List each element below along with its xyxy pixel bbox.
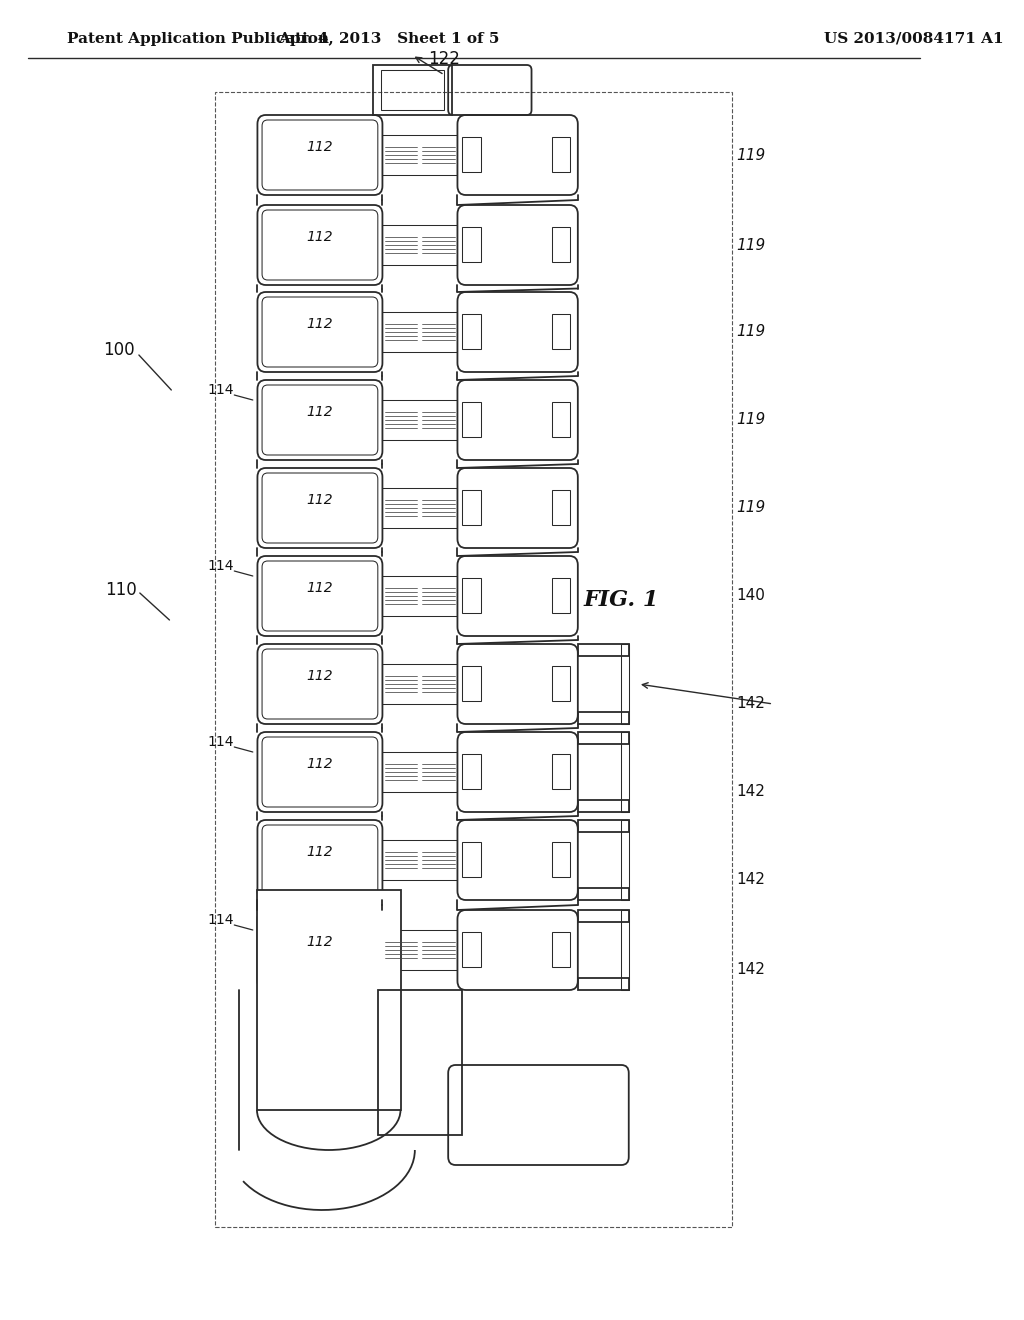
- Bar: [257, 890, 401, 1110]
- Bar: [552, 490, 570, 525]
- Bar: [578, 711, 629, 723]
- Text: 142: 142: [736, 784, 765, 800]
- Bar: [215, 92, 731, 1228]
- Bar: [552, 137, 570, 172]
- Text: 119: 119: [736, 325, 765, 339]
- Text: 114: 114: [208, 735, 234, 748]
- FancyBboxPatch shape: [458, 556, 578, 636]
- Bar: [382, 840, 458, 880]
- Text: 119: 119: [736, 412, 765, 428]
- Bar: [552, 667, 570, 701]
- Text: 114: 114: [208, 558, 234, 573]
- Bar: [552, 842, 570, 876]
- Bar: [552, 227, 570, 261]
- Bar: [382, 312, 458, 352]
- Text: 112: 112: [306, 845, 333, 859]
- Text: 112: 112: [306, 756, 333, 771]
- FancyBboxPatch shape: [458, 820, 578, 900]
- FancyBboxPatch shape: [458, 115, 578, 195]
- FancyBboxPatch shape: [257, 292, 382, 372]
- Bar: [462, 314, 480, 348]
- Bar: [382, 488, 458, 528]
- Bar: [552, 932, 570, 968]
- Bar: [552, 754, 570, 789]
- FancyBboxPatch shape: [458, 292, 578, 372]
- FancyBboxPatch shape: [458, 909, 578, 990]
- Text: 100: 100: [102, 341, 134, 359]
- Bar: [382, 664, 458, 704]
- Bar: [622, 909, 629, 990]
- Bar: [378, 990, 462, 1135]
- FancyBboxPatch shape: [257, 909, 382, 990]
- Text: 142: 142: [736, 962, 765, 978]
- FancyBboxPatch shape: [257, 820, 382, 900]
- Text: 122: 122: [428, 50, 461, 69]
- Bar: [382, 224, 458, 265]
- Text: 112: 112: [306, 405, 333, 418]
- FancyBboxPatch shape: [257, 205, 382, 285]
- Bar: [462, 490, 480, 525]
- FancyBboxPatch shape: [257, 733, 382, 812]
- Bar: [622, 820, 629, 900]
- Text: 142: 142: [736, 697, 765, 711]
- Bar: [578, 888, 629, 900]
- Bar: [382, 135, 458, 176]
- Bar: [552, 403, 570, 437]
- Bar: [462, 667, 480, 701]
- Text: 110: 110: [105, 581, 137, 599]
- Bar: [578, 733, 629, 744]
- Text: 119: 119: [736, 148, 765, 162]
- FancyBboxPatch shape: [257, 115, 382, 195]
- Bar: [578, 909, 629, 921]
- FancyBboxPatch shape: [458, 205, 578, 285]
- Bar: [382, 400, 458, 440]
- Bar: [462, 754, 480, 789]
- Text: US 2013/0084171 A1: US 2013/0084171 A1: [824, 32, 1004, 46]
- Bar: [578, 800, 629, 812]
- Text: 112: 112: [306, 492, 333, 507]
- FancyBboxPatch shape: [257, 644, 382, 723]
- Bar: [552, 578, 570, 612]
- Text: 112: 112: [306, 140, 333, 154]
- FancyBboxPatch shape: [257, 380, 382, 459]
- Text: 114: 114: [208, 383, 234, 397]
- Text: Patent Application Publication: Patent Application Publication: [67, 32, 329, 46]
- FancyBboxPatch shape: [458, 733, 578, 812]
- Text: 112: 112: [306, 230, 333, 244]
- Bar: [622, 644, 629, 723]
- Bar: [578, 820, 629, 832]
- Bar: [552, 314, 570, 348]
- Bar: [462, 578, 480, 612]
- Bar: [622, 733, 629, 812]
- FancyBboxPatch shape: [458, 380, 578, 459]
- Text: 142: 142: [736, 873, 765, 887]
- Text: 140: 140: [736, 589, 765, 603]
- Bar: [462, 137, 480, 172]
- Bar: [462, 227, 480, 261]
- Text: 112: 112: [306, 317, 333, 331]
- FancyBboxPatch shape: [257, 556, 382, 636]
- Text: 119: 119: [736, 238, 765, 252]
- Bar: [382, 576, 458, 616]
- Text: 119: 119: [736, 500, 765, 516]
- FancyBboxPatch shape: [257, 469, 382, 548]
- Bar: [382, 931, 458, 970]
- Text: 112: 112: [306, 935, 333, 949]
- Text: FIG. 1: FIG. 1: [584, 589, 658, 611]
- FancyBboxPatch shape: [458, 469, 578, 548]
- FancyBboxPatch shape: [458, 644, 578, 723]
- Text: 112: 112: [306, 581, 333, 595]
- Bar: [462, 842, 480, 876]
- Bar: [381, 70, 444, 110]
- Bar: [578, 978, 629, 990]
- Text: Apr. 4, 2013   Sheet 1 of 5: Apr. 4, 2013 Sheet 1 of 5: [279, 32, 500, 46]
- Bar: [462, 932, 480, 968]
- Text: 112: 112: [306, 669, 333, 682]
- Bar: [382, 752, 458, 792]
- Text: 114: 114: [208, 913, 234, 927]
- Bar: [373, 65, 452, 115]
- Bar: [462, 403, 480, 437]
- Bar: [578, 644, 629, 656]
